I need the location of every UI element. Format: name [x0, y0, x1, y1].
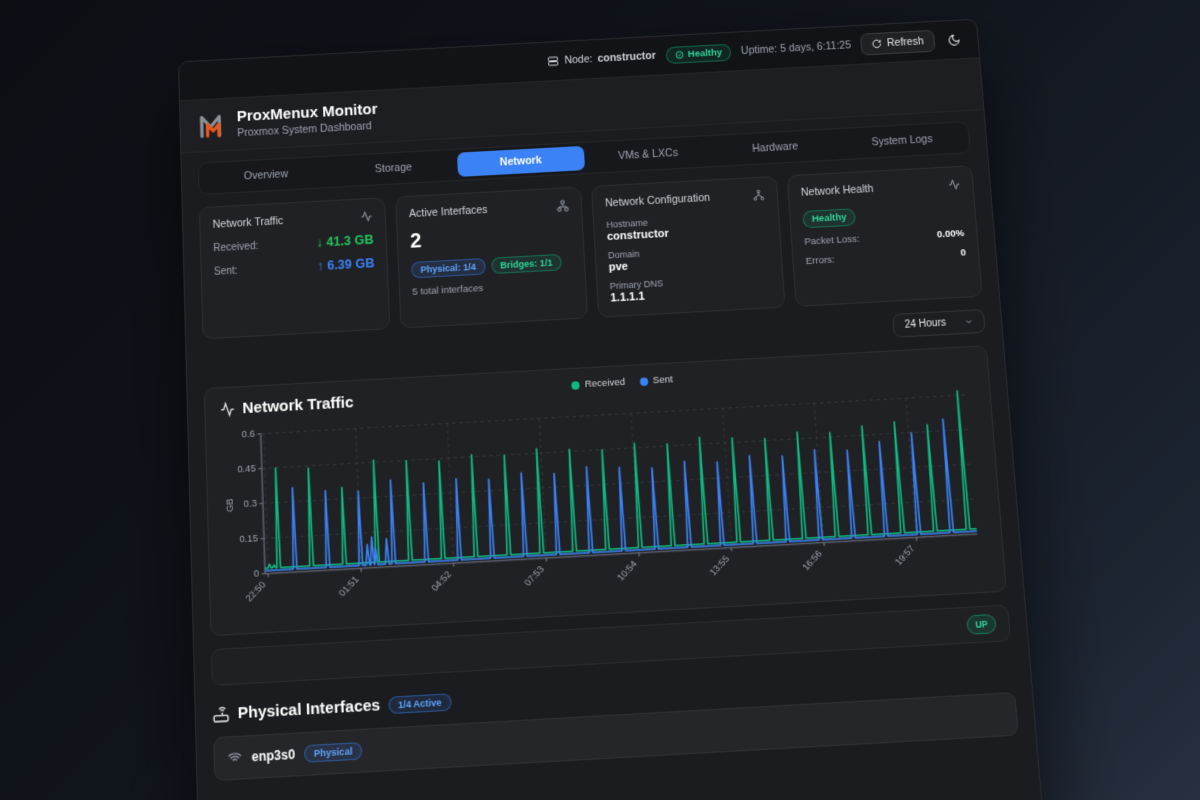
- server-icon: [547, 56, 560, 68]
- legend-sent-dot: [639, 376, 648, 386]
- received-value: ↓ 41.3 GB: [316, 232, 374, 250]
- time-range-select[interactable]: 24 Hours: [892, 309, 986, 338]
- svg-text:0: 0: [254, 569, 260, 580]
- tab-system-logs[interactable]: System Logs: [871, 133, 934, 149]
- refresh-button[interactable]: Refresh: [860, 29, 936, 56]
- health-status-badge: Healthy: [802, 208, 857, 229]
- active-interfaces-count: 2: [409, 229, 422, 253]
- svg-text:0.6: 0.6: [242, 429, 256, 440]
- svg-text:04:52: 04:52: [429, 569, 453, 593]
- dashboard-window: Node: constructor Healthy Uptime: 5 days…: [177, 18, 1047, 800]
- interface-type-badge: Physical: [304, 741, 363, 763]
- svg-text:07:53: 07:53: [522, 564, 546, 588]
- errors-value: 0: [960, 247, 967, 259]
- uptime-text: Uptime: 5 days, 6:11:25: [740, 39, 852, 58]
- network-traffic-chart[interactable]: 0 0.15 0.3 0.45 0.6 22:50 01:51 04:52 07:53 10:54…: [220, 383, 990, 621]
- svg-text:10:54: 10:54: [615, 559, 639, 583]
- moon-icon: [948, 34, 960, 45]
- svg-text:16:56: 16:56: [800, 548, 824, 572]
- network-traffic-card-title: Network Traffic: [212, 214, 284, 231]
- network-tree-icon: [752, 189, 765, 202]
- proxmenux-logo: [196, 109, 227, 141]
- network-health-card-title: Network Health: [800, 182, 874, 199]
- svg-text:19:57: 19:57: [893, 543, 917, 567]
- active-count-badge: 1/4 Active: [388, 692, 452, 714]
- interface-name: enp3s0: [251, 746, 296, 765]
- svg-text:01:51: 01:51: [336, 574, 360, 598]
- physical-count-badge: Physical: 1/4: [411, 258, 486, 279]
- active-interfaces-card-title: Active Interfaces: [408, 203, 488, 221]
- tab-overview[interactable]: Overview: [243, 167, 289, 183]
- theme-toggle-button[interactable]: [944, 30, 964, 50]
- up-status-badge: UP: [966, 613, 997, 635]
- network-traffic-chart-card: Network Traffic Received Sent 0 0.15 0.3 0.…: [203, 345, 1007, 637]
- packet-loss-value: 0.00%: [936, 227, 965, 241]
- wifi-icon: [227, 750, 242, 766]
- activity-icon: [360, 210, 373, 223]
- tab-vms-lxcs[interactable]: VMs & LXCs: [617, 146, 679, 163]
- svg-text:0.45: 0.45: [237, 464, 256, 475]
- svg-text:22:50: 22:50: [243, 579, 267, 603]
- node-value: constructor: [597, 49, 657, 65]
- network-configuration-card-title: Network Configuration: [604, 191, 711, 210]
- activity-icon: [948, 178, 961, 191]
- sent-label: Sent:: [213, 264, 238, 278]
- svg-text:GB: GB: [224, 498, 235, 512]
- tab-hardware[interactable]: Hardware: [751, 140, 799, 155]
- bridges-count-badge: Bridges: 1/1: [490, 253, 563, 275]
- legend-received-label: Received: [584, 376, 626, 391]
- svg-text:13:55: 13:55: [707, 554, 731, 578]
- network-traffic-card: Network Traffic Received: ↓ 41.3 GB Sent…: [198, 197, 391, 340]
- total-interfaces-note: 5 total interfaces: [412, 282, 484, 298]
- physical-interfaces-title: Physical Interfaces: [237, 696, 381, 723]
- chevron-down-icon: [964, 317, 974, 327]
- activity-icon: [220, 401, 236, 418]
- errors-label: Errors:: [805, 254, 836, 268]
- svg-text:0.3: 0.3: [244, 498, 258, 509]
- svg-text:0.15: 0.15: [239, 533, 258, 544]
- chart-title: Network Traffic: [242, 393, 354, 418]
- sent-value: ↑ 6.39 GB: [317, 255, 375, 274]
- router-icon: [212, 705, 229, 723]
- health-badge: Healthy: [665, 43, 732, 64]
- active-interfaces-card: Active Interfaces 2 Physical: 1/4 Bridge…: [395, 186, 589, 329]
- node-label: Node:: [564, 53, 593, 67]
- node-indicator: Node: constructor: [547, 50, 656, 68]
- check-circle-icon: [674, 50, 683, 59]
- network-health-card: Network Health Healthy Packet Loss: 0.00…: [786, 165, 983, 307]
- packet-loss-label: Packet Loss:: [804, 233, 860, 248]
- received-label: Received:: [213, 240, 259, 254]
- refresh-icon: [872, 39, 881, 48]
- legend-received-dot: [571, 380, 580, 390]
- tab-network[interactable]: Network: [456, 145, 586, 177]
- legend-sent-label: Sent: [652, 373, 674, 387]
- summary-cards: Network Traffic Received: ↓ 41.3 GB Sent…: [198, 165, 983, 340]
- tab-storage[interactable]: Storage: [374, 161, 413, 176]
- top-status-bar: Node: constructor Healthy Uptime: 5 days…: [178, 19, 980, 102]
- network-icon: [556, 199, 569, 212]
- network-configuration-card: Network Configuration Hostname construct…: [591, 175, 786, 318]
